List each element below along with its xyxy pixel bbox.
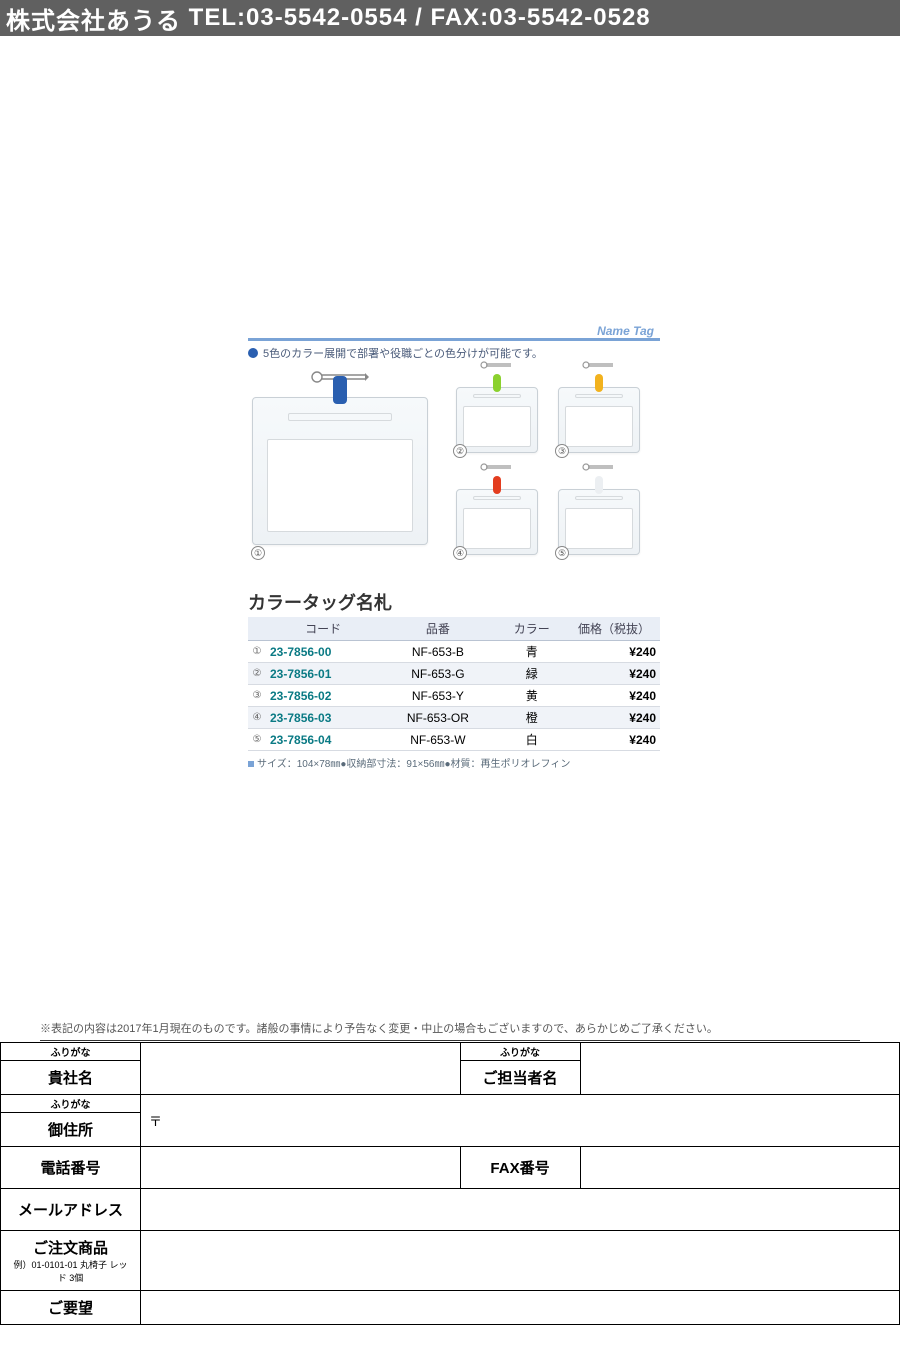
product-code: 23-7856-01 — [266, 663, 380, 685]
row-number: ② — [248, 663, 266, 685]
spec-line: サイズ：104×78㎜●収納部寸法：91×56㎜●材質：再生ポリオレフィン — [248, 751, 660, 770]
spec-text: サイズ：104×78㎜●収納部寸法：91×56㎜●材質：再生ポリオレフィン — [257, 759, 570, 770]
row-number: ③ — [248, 685, 266, 707]
company-header: 株式会社あうる TEL : 03-5542-0554 / FAX : 03-55… — [0, 0, 900, 36]
table-row: ①23-7856-00NF-653-B青¥240 — [248, 641, 660, 663]
address-label: 御住所 — [1, 1113, 141, 1147]
product-price: ¥240 — [568, 685, 660, 707]
clip-white — [595, 476, 603, 494]
col-price: 価格（税抜） — [568, 617, 660, 641]
safety-pin-icon — [582, 360, 616, 370]
table-row: ⑤23-7856-04NF-653-W白¥240 — [248, 729, 660, 751]
table-row: ④23-7856-03NF-653-OR橙¥240 — [248, 707, 660, 729]
bullet-icon — [248, 348, 258, 358]
product-code: 23-7856-04 — [266, 729, 380, 751]
notes-field[interactable] — [141, 1291, 900, 1325]
email-field[interactable] — [141, 1189, 900, 1231]
postal-mark-icon: 〒 — [149, 1114, 162, 1129]
product-table: コード 品番 カラー 価格（税抜） ①23-7856-00NF-653-B青¥2… — [248, 617, 660, 751]
product-part: NF-653-OR — [380, 707, 495, 729]
products-label-text: ご注文商品 — [33, 1240, 108, 1257]
product-part: NF-653-G — [380, 663, 495, 685]
row-number: ⑤ — [248, 729, 266, 751]
product-color: 黄 — [496, 685, 568, 707]
product-part: NF-653-Y — [380, 685, 495, 707]
furigana-label: ふりがな — [1, 1043, 141, 1061]
fax-form-label: FAX番号 — [460, 1147, 580, 1189]
products-label: ご注文商品 例）01-0101-01 丸椅子 レッド 3個 — [1, 1231, 141, 1291]
tel-label: 電話番号 — [1, 1147, 141, 1189]
clip-green — [493, 374, 501, 392]
badge-green: ② — [456, 387, 538, 453]
order-form: ふりがな ふりがな 貴社名 ご担当者名 ふりがな 〒 御住所 電話番号 FAX番… — [0, 1042, 900, 1325]
product-price: ¥240 — [568, 729, 660, 751]
product-price: ¥240 — [568, 641, 660, 663]
table-row: ③23-7856-02NF-653-Y黄¥240 — [248, 685, 660, 707]
table-row: ②23-7856-01NF-653-G緑¥240 — [248, 663, 660, 685]
badge-orange: ④ — [456, 489, 538, 555]
clip-yellow — [595, 374, 603, 392]
product-price: ¥240 — [568, 663, 660, 685]
badge-number: ③ — [555, 444, 569, 458]
products-example: 例）01-0101-01 丸椅子 レッド 3個 — [9, 1258, 132, 1284]
product-code: 23-7856-02 — [266, 685, 380, 707]
badge-number: ② — [453, 444, 467, 458]
badge-number: ⑤ — [555, 546, 569, 560]
contact-name-label: ご担当者名 — [460, 1061, 580, 1095]
company-name: 株式会社あうる — [6, 1, 181, 36]
tel-label: TEL — [189, 4, 237, 32]
product-gallery: ① ② ③ ④ ⑤ — [248, 369, 660, 579]
product-part: NF-653-B — [380, 641, 495, 663]
spec-bullet-icon — [248, 761, 254, 767]
email-label: メールアドレス — [1, 1189, 141, 1231]
safety-pin-icon — [480, 360, 514, 370]
col-part: 品番 — [380, 617, 495, 641]
clip-blue — [333, 376, 347, 404]
badge-number: ① — [251, 546, 265, 560]
badge-white: ⑤ — [558, 489, 640, 555]
catalog-block: Name Tag 5色のカラー展開で部署や役職ごとの色分けが可能です。 ① ② … — [248, 338, 660, 770]
safety-pin-icon — [480, 462, 514, 472]
company-name-field[interactable] — [141, 1043, 461, 1095]
product-color: 橙 — [496, 707, 568, 729]
company-name-label: 貴社名 — [1, 1061, 141, 1095]
furigana-label: ふりがな — [460, 1043, 580, 1061]
col-color: カラー — [496, 617, 568, 641]
safety-pin-icon — [582, 462, 616, 472]
product-color: 白 — [496, 729, 568, 751]
disclaimer-divider — [40, 1040, 860, 1041]
tel-number: 03-5542-0554 — [246, 4, 407, 32]
badge-large-blue: ① — [252, 397, 428, 545]
clip-orange — [493, 476, 501, 494]
separator: / — [415, 4, 423, 32]
fax-number: 03-5542-0528 — [489, 4, 650, 32]
disclaimer-text: ※表記の内容は2017年1月現在のものです。諸般の事情により予告なく変更・中止の… — [40, 1023, 718, 1035]
products-field[interactable] — [141, 1231, 900, 1291]
row-number: ① — [248, 641, 266, 663]
product-price: ¥240 — [568, 707, 660, 729]
section-label: Name Tag — [597, 324, 654, 338]
fax-label: FAX — [430, 4, 480, 32]
product-title: カラータッグ名札 — [248, 585, 660, 617]
product-code: 23-7856-03 — [266, 707, 380, 729]
notes-label: ご要望 — [1, 1291, 141, 1325]
contact-name-field[interactable] — [580, 1043, 900, 1095]
badge-yellow: ③ — [558, 387, 640, 453]
row-number: ④ — [248, 707, 266, 729]
tagline-text: 5色のカラー展開で部署や役職ごとの色分けが可能です。 — [263, 345, 543, 361]
product-part: NF-653-W — [380, 729, 495, 751]
product-color: 緑 — [496, 663, 568, 685]
product-color: 青 — [496, 641, 568, 663]
fax-field[interactable] — [580, 1147, 900, 1189]
furigana-label: ふりがな — [1, 1095, 141, 1113]
disclaimer: ※表記の内容は2017年1月現在のものです。諸般の事情により予告なく変更・中止の… — [40, 1020, 860, 1041]
badge-number: ④ — [453, 546, 467, 560]
col-code: コード — [266, 617, 380, 641]
tel-field[interactable] — [141, 1147, 461, 1189]
address-field[interactable]: 〒 — [141, 1095, 900, 1147]
product-code: 23-7856-00 — [266, 641, 380, 663]
